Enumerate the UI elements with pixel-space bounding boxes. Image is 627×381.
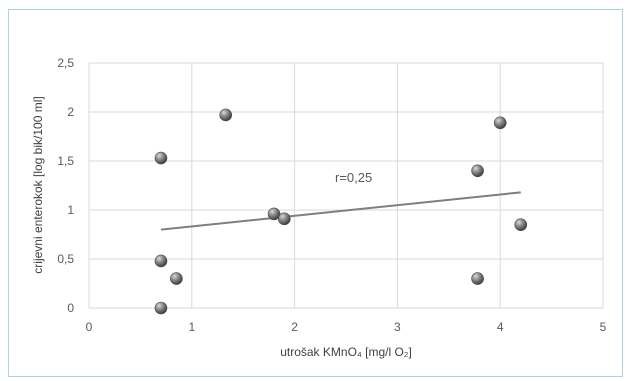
x-tick-label: 5 <box>600 320 607 334</box>
data-point <box>493 116 507 130</box>
data-points <box>154 108 528 315</box>
x-tick-label: 4 <box>497 320 504 334</box>
data-point <box>471 164 484 178</box>
data-point <box>170 272 183 285</box>
data-point <box>154 301 168 315</box>
x-tick-label: 1 <box>188 320 195 334</box>
x-axis-title: utrošak KMnO₄ [mg/l O₂] <box>280 345 412 359</box>
y-axis-title: crijevni enterokok [log bik/100 ml] <box>31 96 45 273</box>
y-tick-label: 1 <box>67 203 74 217</box>
data-point <box>154 151 168 165</box>
x-tick-label: 2 <box>291 320 298 334</box>
y-tick-label: 0,5 <box>57 252 74 266</box>
x-tick-label: 0 <box>86 320 93 334</box>
y-tick-label: 2 <box>67 105 74 119</box>
data-point <box>471 272 484 285</box>
data-point <box>278 212 291 226</box>
x-tick-label: 3 <box>394 320 401 334</box>
data-point <box>267 207 281 221</box>
data-point <box>514 218 528 231</box>
y-tick-label: 0 <box>67 301 74 315</box>
tick-labels: 0 0,5 1 1,5 2 2,5 0 1 2 3 4 5 <box>57 56 606 334</box>
trendline <box>160 191 521 231</box>
data-point <box>154 254 168 268</box>
data-point <box>219 108 233 122</box>
correlation-annotation: r=0,25 <box>335 170 372 185</box>
gridlines <box>88 62 604 309</box>
y-tick-label: 2,5 <box>57 56 74 70</box>
y-tick-label: 1,5 <box>57 154 74 168</box>
